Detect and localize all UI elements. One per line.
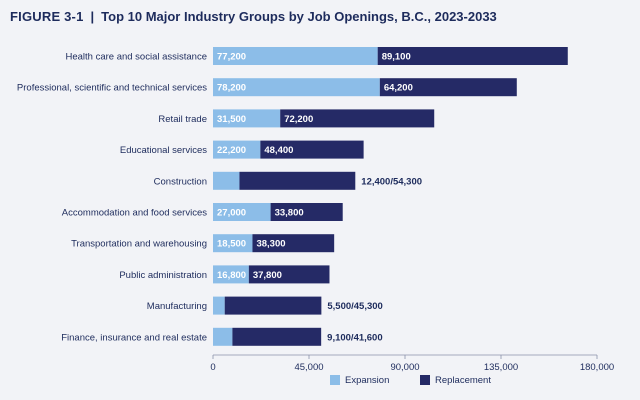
bar-expansion: [213, 78, 380, 97]
category-label: Finance, insurance and real estate: [61, 332, 207, 343]
legend-label-expansion: Expansion: [345, 375, 389, 386]
data-label-replacement: 48,400: [264, 145, 293, 156]
data-label-expansion: 22,200: [217, 145, 246, 156]
x-tick-label: 90,000: [390, 362, 419, 373]
category-label: Public administration: [119, 270, 207, 281]
category-label: Construction: [154, 176, 207, 187]
data-label-replacement: 72,200: [284, 114, 313, 125]
data-label-expansion: 16,800: [217, 270, 246, 281]
legend-swatch-replacement: [420, 375, 430, 385]
category-label: Retail trade: [158, 114, 207, 125]
x-tick-label: 180,000: [580, 362, 614, 373]
bar-replacement: [232, 327, 322, 346]
figure-label: FIGURE 3-1: [10, 8, 84, 24]
bar-replacement: [224, 296, 322, 315]
category-label: Professional, scientific and technical s…: [17, 83, 207, 94]
data-label-expansion: 78,200: [217, 83, 246, 94]
legend-swatch-expansion: [330, 375, 340, 385]
data-label-outside: 5,500/45,300: [327, 301, 382, 312]
bar-expansion: [213, 109, 281, 128]
category-label: Health care and social assistance: [65, 52, 207, 63]
bar-expansion: [213, 171, 240, 190]
data-label-replacement: 89,100: [382, 52, 411, 63]
bar-replacement: [252, 234, 335, 253]
x-tick-label: 135,000: [484, 362, 518, 373]
bar-replacement: [270, 203, 343, 221]
data-label-replacement: 64,200: [384, 83, 413, 94]
data-label-replacement: 37,800: [253, 270, 282, 281]
category-label: Educational services: [120, 145, 207, 156]
bar-replacement: [260, 140, 364, 159]
bar-replacement: [280, 109, 435, 128]
figure-title: FIGURE 3-1 | Top 10 Major Industry Group…: [10, 6, 497, 26]
bar-replacement: [377, 47, 568, 65]
data-label-expansion: 77,200: [217, 52, 246, 63]
bar-replacement: [239, 171, 356, 190]
bar-expansion: [213, 140, 261, 159]
category-label: Manufacturing: [147, 301, 207, 312]
category-label: Transportation and warehousing: [71, 239, 207, 250]
bar-expansion: [213, 234, 253, 253]
data-label-outside: 9,100/41,600: [327, 332, 382, 343]
bar-expansion: [213, 203, 271, 221]
bar-expansion: [213, 47, 378, 65]
bar-expansion: [213, 296, 225, 315]
data-label-replacement: 38,300: [256, 239, 285, 250]
data-label-expansion: 27,000: [217, 208, 246, 219]
data-label-replacement: 33,800: [275, 208, 304, 219]
x-tick-label: 0: [210, 362, 215, 373]
data-label-expansion: 18,500: [217, 239, 246, 250]
bar-replacement: [379, 78, 517, 97]
x-tick-label: 45,000: [294, 362, 323, 373]
figure-separator: |: [90, 8, 95, 24]
bar-expansion: [213, 265, 249, 284]
legend-label-replacement: Replacement: [435, 375, 491, 386]
bar-expansion: [213, 327, 233, 346]
figure-title-text: Top 10 Major Industry Groups by Job Open…: [101, 8, 497, 24]
data-label-expansion: 31,500: [217, 114, 246, 125]
data-label-outside: 12,400/54,300: [361, 176, 422, 187]
bar-replacement: [248, 265, 330, 284]
category-label: Accommodation and food services: [62, 208, 207, 219]
